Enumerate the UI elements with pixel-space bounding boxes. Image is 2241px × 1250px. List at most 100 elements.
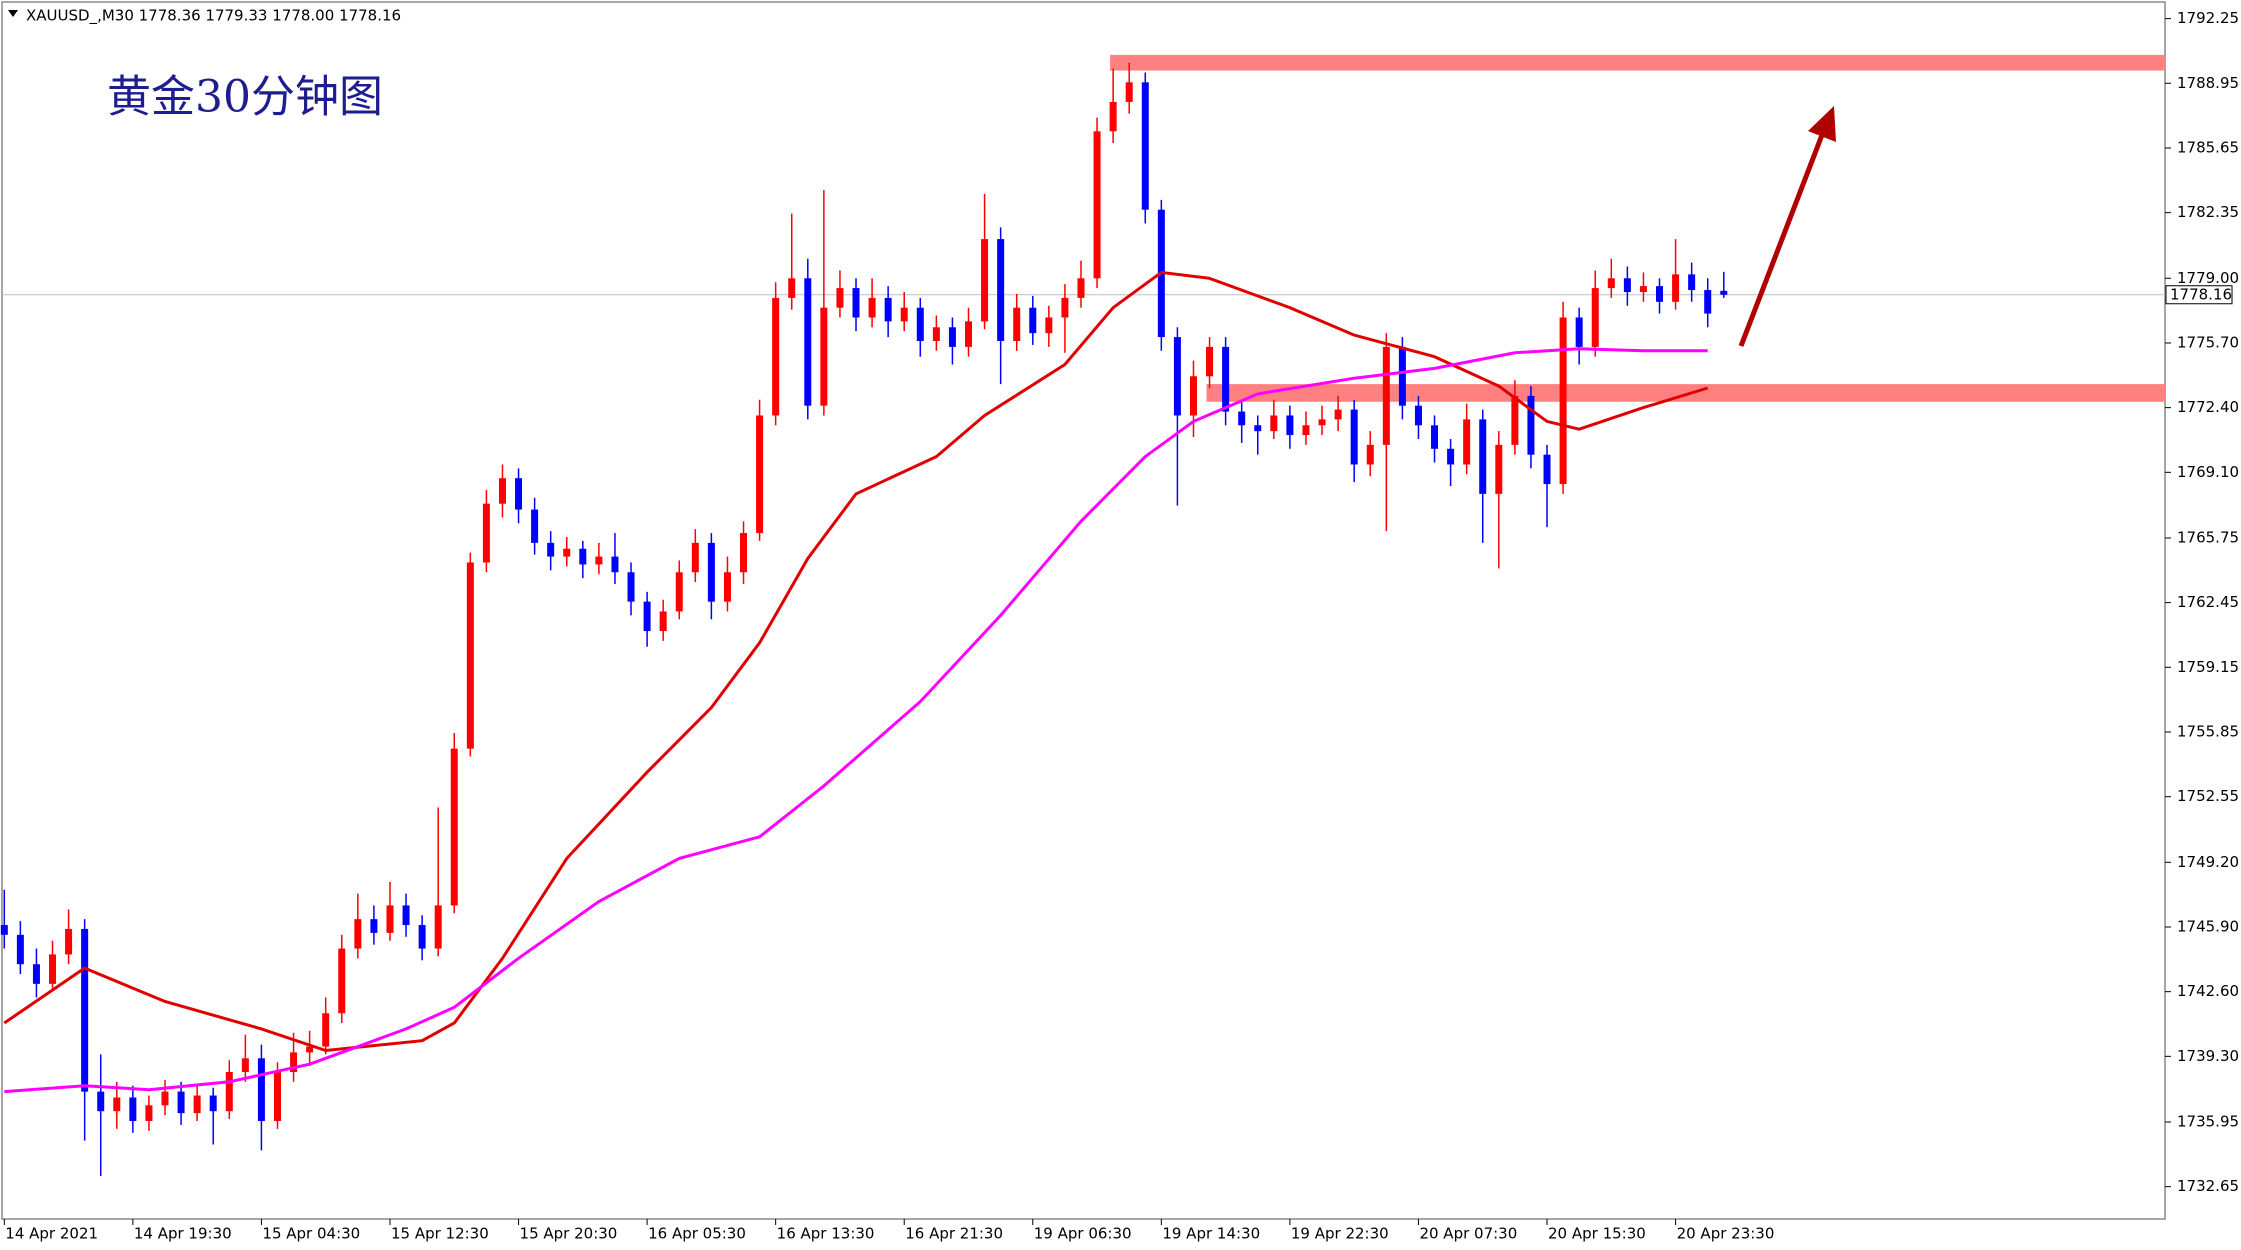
candle-body (627, 572, 635, 602)
candle-body (1382, 346, 1390, 445)
candle-body (1270, 415, 1278, 432)
candle-body (1141, 82, 1149, 210)
candle-body (32, 964, 40, 984)
candle-body (515, 478, 523, 510)
x-tick-label: 15 Apr 12:30 (391, 1225, 489, 1243)
moving-average-line (3, 270, 1709, 1053)
candle-body (1511, 395, 1519, 445)
candle-body (932, 327, 940, 342)
candle-body (691, 542, 699, 573)
candle-body (338, 948, 346, 1014)
moving-average-line (4, 347, 1708, 1094)
candle-body (193, 1095, 201, 1114)
candle-body (177, 1091, 185, 1114)
candle-body (772, 297, 780, 416)
candle-body (1543, 454, 1551, 485)
candle-body (418, 925, 426, 949)
candle-body (563, 548, 571, 557)
candle-body (1029, 307, 1037, 334)
candle-body (1350, 409, 1358, 465)
candle-body (579, 548, 587, 565)
candle-body (1238, 411, 1246, 426)
x-tick-label: 19 Apr 22:30 (1291, 1225, 1389, 1243)
candle-body (1479, 419, 1487, 494)
candle-body (241, 1058, 249, 1073)
candle-body (370, 919, 378, 933)
y-tick-label: 1735.95 (2177, 1112, 2239, 1130)
y-tick-label: 1775.70 (2177, 333, 2239, 351)
y-tick-label: 1742.60 (2177, 982, 2239, 1000)
y-tick-label: 1732.65 (2177, 1177, 2239, 1195)
last-price-box (2165, 285, 2233, 305)
arrow-head (1808, 106, 1836, 142)
candle-body (852, 288, 860, 318)
candle-body (161, 1091, 169, 1106)
candle-body (1286, 415, 1294, 436)
candle-body (643, 601, 651, 632)
x-tick-label: 19 Apr 14:30 (1162, 1225, 1260, 1243)
candle-body (498, 478, 506, 504)
candle-body (225, 1072, 233, 1112)
candle-body (884, 297, 892, 322)
candle-body (1414, 405, 1422, 426)
y-tick-label: 1788.95 (2177, 74, 2239, 92)
candle-body (129, 1097, 137, 1122)
candle-body (1222, 346, 1230, 412)
candle-body (482, 503, 490, 563)
candle-body (611, 556, 619, 573)
candle-body (209, 1095, 217, 1112)
candle-body (836, 288, 844, 308)
y-tick-label: 1749.20 (2177, 853, 2239, 871)
y-tick-label: 1772.40 (2177, 398, 2239, 416)
candle-body (257, 1058, 265, 1122)
candle-body (1109, 101, 1117, 132)
candle-body (659, 611, 667, 632)
candle-body (450, 748, 458, 906)
candle-body (1254, 425, 1262, 432)
candle-body (1639, 286, 1647, 293)
y-tick-label: 1739.30 (2177, 1047, 2239, 1065)
candle-body (916, 307, 924, 342)
candle-body (820, 307, 828, 406)
candle-body (868, 297, 876, 318)
candle-body (1077, 278, 1085, 298)
candle-body (997, 239, 1005, 342)
menu-triangle (8, 10, 18, 17)
candle-body (723, 572, 731, 602)
x-tick-label: 16 Apr 13:30 (777, 1225, 875, 1243)
price-zone (1206, 384, 2165, 402)
candle-body (322, 1013, 330, 1047)
candle-body (306, 1046, 314, 1053)
candle-body (595, 556, 603, 565)
candle-body (113, 1097, 121, 1112)
x-tick-label: 16 Apr 05:30 (648, 1225, 746, 1243)
candle-body (290, 1052, 298, 1073)
y-tick-label: 1745.90 (2177, 917, 2239, 935)
candle-body (16, 934, 24, 965)
candle-body (354, 919, 362, 949)
y-tick-label: 1792.25 (2177, 9, 2239, 27)
y-tick-label: 1765.75 (2177, 528, 2239, 546)
candle-body (1125, 82, 1133, 102)
candle-body (1591, 288, 1599, 347)
candle-body (0, 925, 8, 935)
candle-body (1688, 274, 1696, 291)
candle-body (1093, 131, 1101, 279)
x-tick-label: 20 Apr 23:30 (1677, 1225, 1775, 1243)
x-tick-label: 20 Apr 07:30 (1419, 1225, 1517, 1243)
x-tick-label: 19 Apr 06:30 (1034, 1225, 1132, 1243)
candle-body (1045, 317, 1053, 334)
candle-body (948, 327, 956, 347)
candle-body (97, 1091, 105, 1112)
y-tick-label: 1782.35 (2177, 203, 2239, 221)
candle-body (1720, 290, 1728, 295)
candle-body (1334, 409, 1342, 420)
candle-body (1431, 425, 1439, 449)
candle-body (531, 509, 539, 543)
chart-header: XAUUSD_,M30 1778.36 1779.33 1778.00 1778… (26, 7, 401, 26)
candle-body (900, 307, 908, 322)
y-tick-label: 1779.00 (2177, 269, 2239, 287)
candle-body (1607, 278, 1615, 289)
